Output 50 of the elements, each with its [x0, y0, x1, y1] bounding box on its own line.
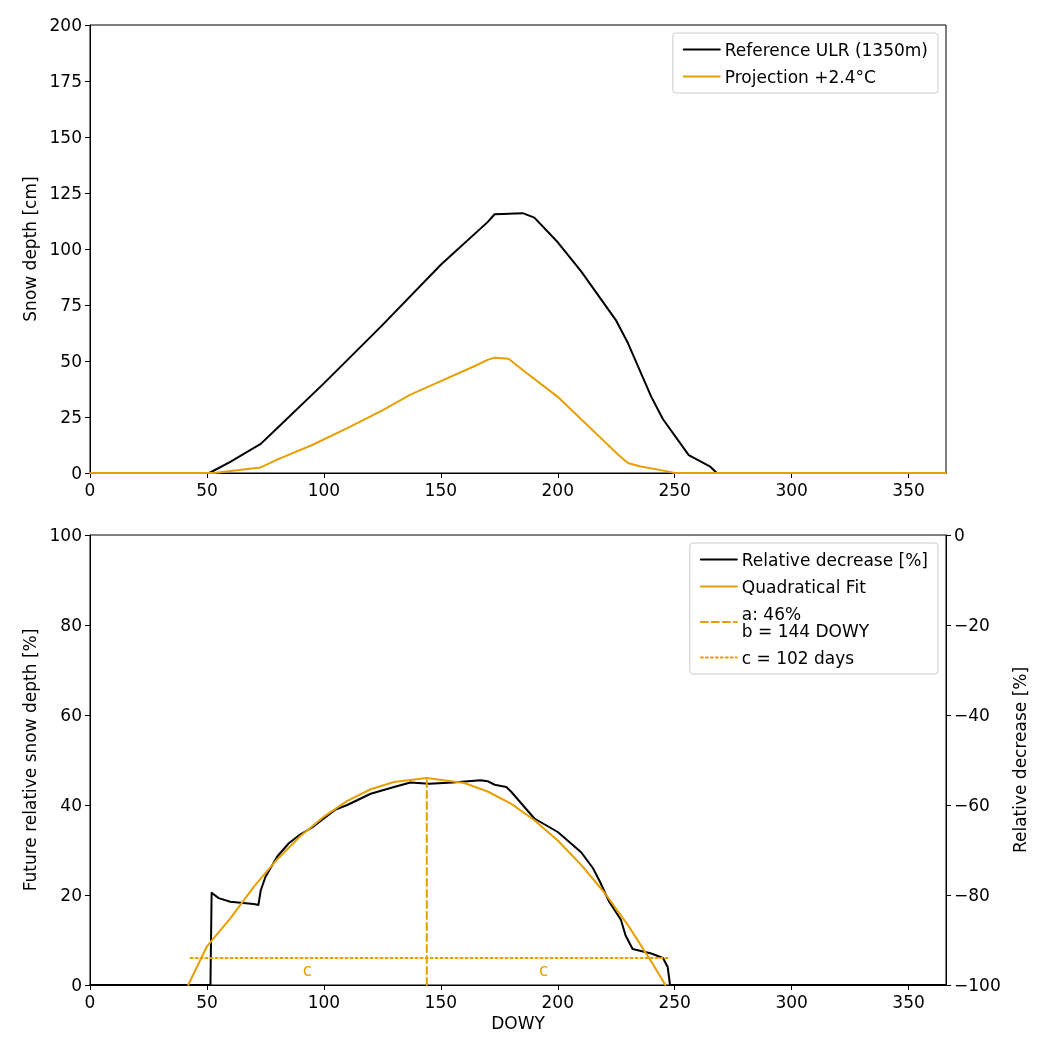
- y2-tick-label: −60: [954, 795, 990, 815]
- x-tick-label: 300: [775, 479, 808, 500]
- y2-tick-label: 0: [954, 525, 965, 545]
- y-tick-label: 25: [60, 407, 82, 427]
- legend-label: Quadratical Fit: [741, 576, 867, 597]
- y-tick-label: 20: [60, 885, 82, 905]
- legend-label: Reference ULR (1350m): [724, 39, 929, 60]
- y-tick-label: 100: [49, 525, 82, 545]
- x-tick-label: 350: [892, 479, 925, 500]
- y2-axis-title: Relative decrease [%]: [1010, 666, 1031, 854]
- y-axis-title: Snow depth [cm]: [20, 176, 41, 322]
- y-tick-label: 75: [60, 295, 82, 315]
- x-tick-label: 150: [424, 479, 458, 500]
- y-tick-label: 150: [49, 127, 82, 147]
- y-tick-label: 0: [71, 975, 82, 995]
- x-tick-label: 200: [541, 991, 574, 1012]
- y-tick-label: 0: [71, 463, 82, 483]
- annotation: c: [539, 959, 549, 980]
- y2-tick-label: −20: [954, 615, 990, 635]
- x-tick-label: 250: [658, 479, 691, 500]
- y-tick-label: 125: [49, 183, 82, 203]
- line-series: [187, 777, 667, 986]
- y-tick-label: 175: [49, 71, 82, 91]
- annotation: c: [302, 959, 313, 980]
- x-tick-label: 50: [196, 479, 218, 500]
- y2-tick-label: −100: [954, 975, 1001, 995]
- y2-tick-label: −80: [954, 885, 990, 905]
- y-tick-label: 100: [49, 239, 82, 259]
- x-tick-label: 0: [84, 479, 96, 500]
- y-tick-label: 60: [60, 705, 82, 725]
- legend-label: a: 46% b = 144 DOWY: [741, 603, 870, 641]
- x-tick-label: 100: [307, 991, 341, 1012]
- y2-tick-label: −40: [954, 705, 990, 725]
- y-tick-label: 50: [60, 351, 82, 371]
- y-axis-title: Future relative snow depth [%]: [20, 628, 41, 892]
- x-tick-label: 200: [541, 479, 574, 500]
- x-tick-label: 350: [892, 991, 925, 1012]
- x-tick-label: 150: [424, 991, 458, 1012]
- y-tick-label: 200: [49, 15, 82, 35]
- legend-label: Projection +2.4°C: [724, 66, 876, 87]
- y-tick-label: 40: [60, 795, 82, 815]
- x-axis-title: DOWY: [491, 1013, 546, 1034]
- y-tick-label: 80: [60, 615, 82, 635]
- x-tick-label: 250: [658, 991, 691, 1012]
- legend-label: c = 102 days: [741, 647, 855, 668]
- legend-label: Relative decrease [%]: [741, 549, 928, 570]
- x-tick-label: 100: [307, 479, 341, 500]
- x-tick-label: 0: [84, 991, 96, 1012]
- x-tick-label: 300: [775, 991, 808, 1012]
- x-tick-label: 50: [196, 991, 218, 1012]
